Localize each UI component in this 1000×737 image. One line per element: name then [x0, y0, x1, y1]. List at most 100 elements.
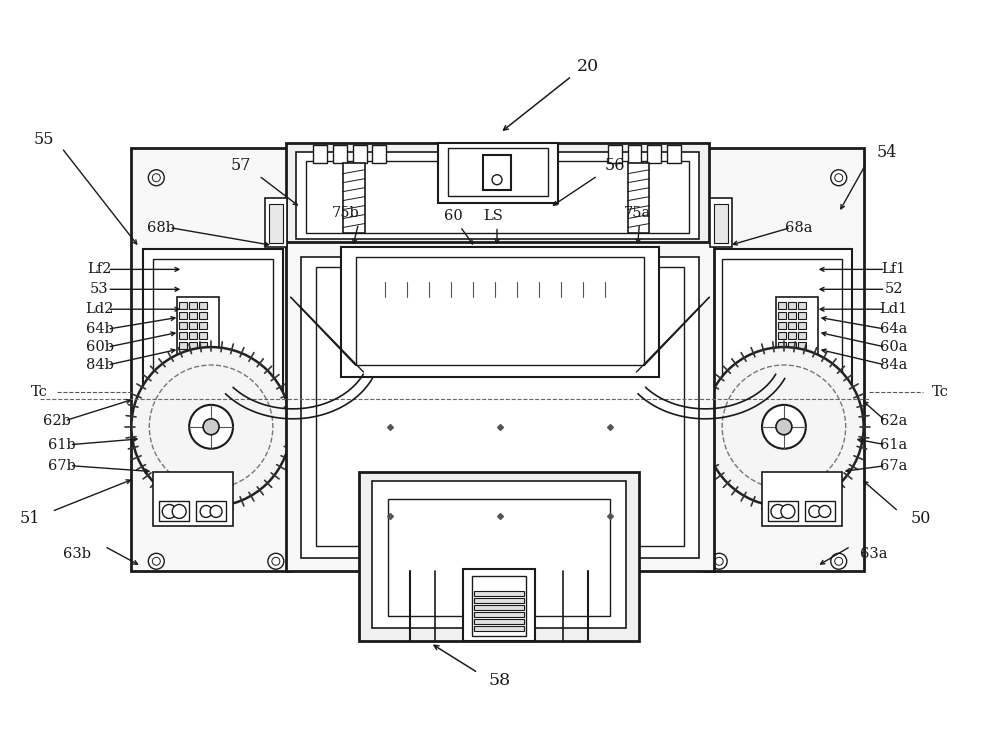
Bar: [805, 501, 835, 521]
Circle shape: [831, 553, 847, 569]
Text: 61b: 61b: [48, 438, 76, 452]
Circle shape: [152, 557, 160, 565]
Bar: [776, 297, 818, 357]
Bar: [189, 322, 197, 329]
Text: 84b: 84b: [86, 358, 113, 372]
Bar: [196, 501, 226, 521]
Bar: [474, 605, 524, 610]
Bar: [316, 268, 684, 546]
Bar: [463, 569, 535, 641]
Bar: [788, 322, 796, 329]
Bar: [189, 302, 197, 310]
Bar: [474, 619, 524, 624]
Bar: [474, 612, 524, 617]
Bar: [710, 198, 732, 248]
Bar: [448, 148, 548, 195]
Bar: [286, 242, 714, 571]
Bar: [301, 257, 699, 559]
Text: Tc: Tc: [31, 385, 48, 399]
Bar: [179, 312, 187, 319]
Bar: [189, 312, 197, 319]
Text: 75a: 75a: [624, 206, 651, 220]
Bar: [667, 145, 681, 163]
Bar: [798, 322, 806, 329]
Bar: [179, 332, 187, 339]
Circle shape: [704, 347, 864, 506]
Circle shape: [148, 553, 164, 569]
Bar: [353, 145, 367, 163]
Circle shape: [715, 557, 723, 565]
Bar: [333, 145, 347, 163]
Circle shape: [819, 506, 831, 517]
Text: 54: 54: [876, 144, 897, 161]
Bar: [714, 203, 728, 243]
Bar: [265, 198, 287, 248]
Circle shape: [189, 405, 233, 449]
Circle shape: [131, 347, 291, 506]
Bar: [199, 332, 207, 339]
Bar: [343, 163, 365, 232]
Bar: [438, 143, 558, 203]
Bar: [608, 145, 622, 163]
Bar: [179, 302, 187, 310]
Text: Ld1: Ld1: [879, 302, 908, 316]
Bar: [143, 249, 283, 397]
Text: 52: 52: [884, 282, 903, 296]
Circle shape: [162, 505, 176, 518]
Bar: [189, 342, 197, 349]
Text: 64a: 64a: [880, 322, 907, 336]
Bar: [356, 257, 644, 365]
Bar: [199, 302, 207, 310]
Bar: [647, 145, 661, 163]
Bar: [472, 576, 526, 636]
Bar: [778, 322, 786, 329]
Bar: [628, 145, 641, 163]
Text: 57: 57: [231, 157, 251, 174]
Bar: [199, 322, 207, 329]
Text: 62a: 62a: [880, 413, 907, 427]
Bar: [372, 481, 626, 628]
Bar: [131, 148, 291, 571]
Bar: [768, 501, 798, 521]
Bar: [474, 591, 524, 596]
Bar: [286, 143, 709, 248]
Bar: [798, 342, 806, 349]
Text: 56: 56: [604, 157, 625, 174]
Circle shape: [809, 506, 821, 517]
Text: 84a: 84a: [880, 358, 907, 372]
Circle shape: [268, 553, 284, 569]
Text: 61a: 61a: [880, 438, 907, 452]
Bar: [788, 332, 796, 339]
Bar: [359, 472, 639, 641]
Circle shape: [492, 175, 502, 185]
Circle shape: [776, 419, 792, 435]
Text: 60b: 60b: [86, 340, 114, 354]
Bar: [296, 152, 699, 240]
Circle shape: [762, 405, 806, 449]
Bar: [313, 145, 327, 163]
Text: 50: 50: [910, 510, 931, 527]
Bar: [778, 312, 786, 319]
Text: LS: LS: [483, 209, 503, 223]
Text: Lf1: Lf1: [881, 262, 906, 276]
Text: 68b: 68b: [147, 220, 175, 234]
Text: 55: 55: [33, 131, 54, 148]
Circle shape: [272, 557, 280, 565]
Bar: [179, 342, 187, 349]
Bar: [269, 203, 283, 243]
Bar: [778, 342, 786, 349]
Bar: [704, 148, 864, 571]
Bar: [177, 297, 219, 357]
Bar: [474, 626, 524, 631]
Circle shape: [203, 419, 219, 435]
Text: 58: 58: [489, 672, 511, 689]
Circle shape: [771, 505, 785, 518]
Text: 60: 60: [444, 209, 463, 223]
Bar: [798, 302, 806, 310]
Bar: [153, 259, 273, 387]
Bar: [199, 342, 207, 349]
Bar: [474, 598, 524, 603]
Bar: [483, 155, 511, 189]
Bar: [788, 342, 796, 349]
Text: 75b: 75b: [332, 206, 359, 220]
